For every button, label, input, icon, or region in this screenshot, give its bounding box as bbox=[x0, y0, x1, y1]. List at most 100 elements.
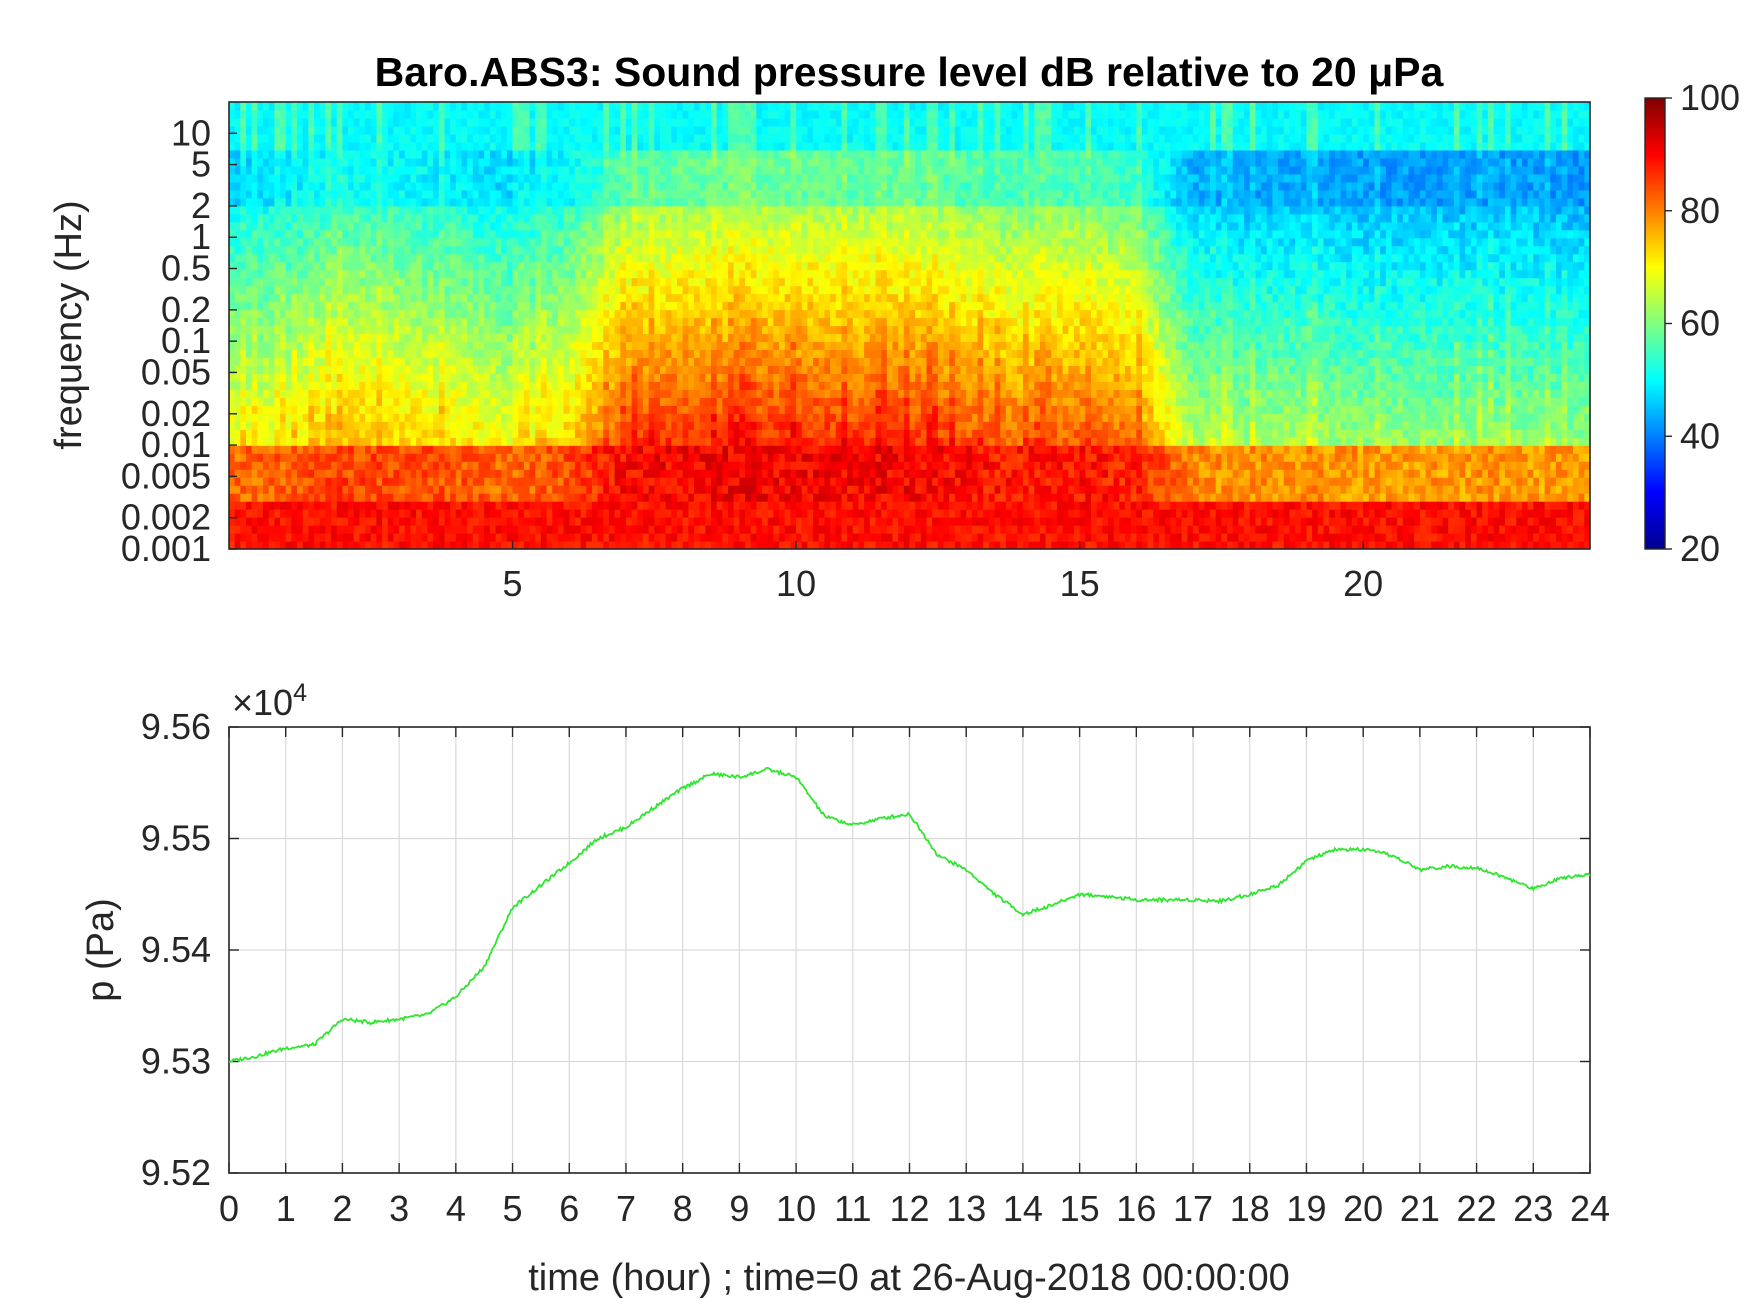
spectrogram-cell bbox=[342, 429, 349, 438]
spectrogram-cell bbox=[268, 253, 275, 263]
spectrogram-cell bbox=[671, 421, 678, 430]
spectrogram-cell bbox=[540, 397, 548, 406]
spectrogram-cell bbox=[682, 173, 689, 183]
spectrogram-cell bbox=[331, 357, 338, 367]
spectrogram-cell bbox=[677, 141, 684, 151]
spectrogram-cell bbox=[444, 301, 451, 311]
spectrogram-cell bbox=[410, 397, 417, 406]
spectrogram-cell bbox=[433, 421, 440, 430]
spectrogram-cell bbox=[642, 293, 650, 303]
spectrogram-cell bbox=[359, 533, 366, 542]
spectrogram-cell bbox=[297, 525, 304, 534]
spectrogram-cell bbox=[733, 517, 740, 526]
spectrogram-cell bbox=[393, 485, 400, 494]
spectrogram-cell bbox=[297, 301, 304, 311]
spectrogram-cell bbox=[711, 429, 718, 438]
spectrogram-cell bbox=[359, 269, 366, 279]
spectrogram-cell bbox=[563, 205, 570, 215]
spectrogram-cell bbox=[251, 421, 258, 430]
spectrogram-cell bbox=[580, 501, 587, 510]
spectrogram-cell bbox=[348, 173, 355, 183]
spectrogram-cell bbox=[648, 325, 655, 335]
spectrogram-cell bbox=[540, 125, 548, 135]
spectrogram-cell bbox=[433, 245, 440, 255]
spectrogram-cell bbox=[268, 309, 275, 319]
spectrogram-cell bbox=[376, 461, 383, 470]
spectrogram-cell bbox=[229, 541, 236, 549]
spectrogram-cell bbox=[489, 309, 497, 319]
spectrogram-cell bbox=[433, 157, 440, 167]
spectrogram-cell bbox=[557, 501, 565, 510]
spectrogram-cell bbox=[580, 165, 587, 175]
spectrogram-cell bbox=[410, 349, 417, 359]
spectrogram-cell bbox=[274, 421, 281, 430]
spectrogram-cell bbox=[620, 141, 627, 151]
spectrogram-cell bbox=[359, 117, 366, 127]
spectrogram-cell bbox=[552, 221, 559, 231]
spectrogram-cell bbox=[512, 485, 519, 494]
spectrogram-cell bbox=[540, 117, 548, 127]
spectrogram-cell bbox=[257, 221, 264, 231]
spectrogram-cell bbox=[410, 229, 417, 239]
spectrogram-cell bbox=[382, 125, 389, 135]
spectrogram-cell bbox=[348, 365, 355, 374]
spectrogram-cell bbox=[659, 429, 667, 438]
spectrogram-cell bbox=[569, 453, 576, 462]
spectrogram-cell bbox=[540, 229, 548, 239]
spectrogram-cell bbox=[433, 349, 440, 359]
spectrogram-cell bbox=[467, 165, 474, 175]
spectrogram-cell bbox=[552, 189, 559, 199]
spectrogram-cell bbox=[506, 149, 514, 159]
spectrogram-cell bbox=[478, 437, 485, 446]
spectrogram-cell bbox=[336, 285, 344, 295]
spectrogram-cell bbox=[251, 181, 258, 191]
spectrogram-cell bbox=[529, 141, 536, 151]
spectrogram-cell bbox=[274, 165, 281, 175]
spectrogram-cell bbox=[325, 413, 332, 422]
spectrogram-cell bbox=[399, 445, 406, 454]
spectrogram-cell bbox=[711, 325, 718, 335]
spectrogram-cell bbox=[382, 245, 389, 255]
spectrogram-cell bbox=[314, 189, 321, 199]
spectrogram-cell bbox=[438, 365, 446, 374]
spectrogram-cell bbox=[331, 277, 338, 287]
spectrogram-cell bbox=[495, 421, 502, 430]
spectrogram-cell bbox=[597, 173, 604, 183]
spectrogram-cell bbox=[597, 205, 604, 215]
spectrogram-cell bbox=[642, 149, 650, 159]
spectrogram-cell bbox=[569, 229, 576, 239]
spectrogram-cell bbox=[716, 541, 723, 549]
spectrogram-cell bbox=[677, 445, 684, 454]
spectrogram-cell bbox=[671, 517, 678, 526]
spectrogram-cell bbox=[467, 317, 474, 327]
spectrogram-cell bbox=[450, 117, 457, 127]
spectrogram-cell bbox=[234, 102, 241, 111]
spectrogram-cell bbox=[728, 261, 735, 271]
spectrogram-cell bbox=[574, 389, 582, 398]
spectrogram-cell bbox=[444, 181, 451, 191]
spectrogram-cell bbox=[665, 493, 672, 502]
spectrogram-cell bbox=[382, 437, 389, 446]
spectrogram-cell bbox=[240, 453, 247, 462]
spectrogram-cell bbox=[257, 229, 264, 239]
spectrogram-cell bbox=[274, 149, 281, 159]
spectrogram-cell bbox=[591, 189, 599, 199]
spectrogram-cell bbox=[677, 149, 684, 159]
spectrogram-cell bbox=[410, 325, 417, 335]
spectrogram-cell bbox=[529, 261, 536, 271]
spectrogram-cell bbox=[489, 501, 497, 510]
spectrogram-cell bbox=[251, 397, 258, 406]
spectrogram-cell bbox=[535, 229, 542, 239]
spectrogram-cell bbox=[699, 197, 706, 207]
spectrogram-cell bbox=[591, 269, 599, 279]
spectrogram-cell bbox=[586, 285, 593, 295]
spectrogram-cell bbox=[359, 157, 366, 167]
spectrogram-cell bbox=[489, 533, 497, 542]
spectrogram-cell bbox=[467, 285, 474, 295]
spectrogram-cell bbox=[591, 253, 599, 263]
spectrogram-cell bbox=[416, 213, 423, 223]
spectrogram-cell bbox=[291, 301, 298, 311]
spectrogram-cell bbox=[348, 461, 355, 470]
spectrogram-cell bbox=[399, 397, 406, 406]
spectrogram-cell bbox=[557, 197, 565, 207]
